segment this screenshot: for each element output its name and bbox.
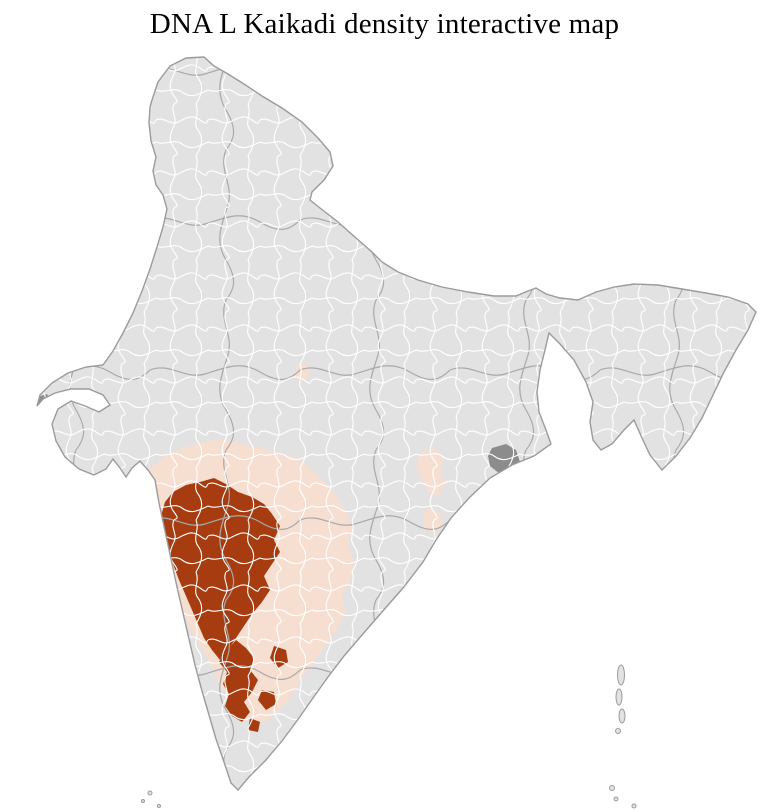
page-title: DNA L Kaikadi density interactive map — [149, 8, 620, 40]
district-borders-overlay — [37, 57, 756, 790]
lakshadweep-islands[interactable] — [141, 790, 161, 808]
andaman-nicobar-islands[interactable] — [609, 664, 637, 809]
